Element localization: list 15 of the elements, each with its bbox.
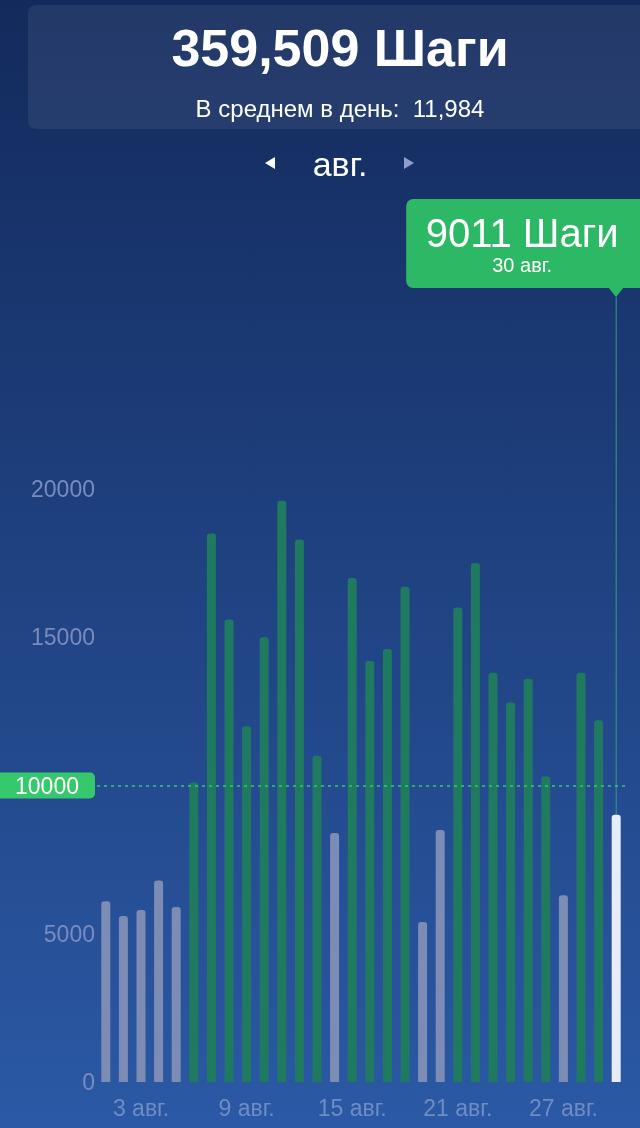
x-tick-label: 21 авг. bbox=[423, 1094, 493, 1121]
ref-line-label: 10000 bbox=[15, 772, 79, 799]
y-tick-label: 15000 bbox=[31, 624, 95, 651]
chart-title: 359,509 Шаги bbox=[170, 19, 510, 77]
text: 30 авг. bbox=[492, 254, 553, 276]
text: авг. bbox=[311, 144, 369, 184]
x-tick-label: 15 авг. bbox=[317, 1094, 387, 1121]
x-tick-label: 27 авг. bbox=[528, 1094, 598, 1121]
y-tick-label: 5000 bbox=[43, 920, 95, 947]
x-tick-label: 3 авг. bbox=[112, 1094, 170, 1121]
text: 9011 Шаги bbox=[425, 211, 619, 255]
y-tick-label: 0 bbox=[82, 1069, 95, 1095]
x-tick-label: 9 авг. bbox=[218, 1094, 275, 1121]
chart-subtitle: В среднем в день: 11,984 bbox=[194, 95, 486, 123]
y-tick-label: 20000 bbox=[31, 476, 95, 502]
